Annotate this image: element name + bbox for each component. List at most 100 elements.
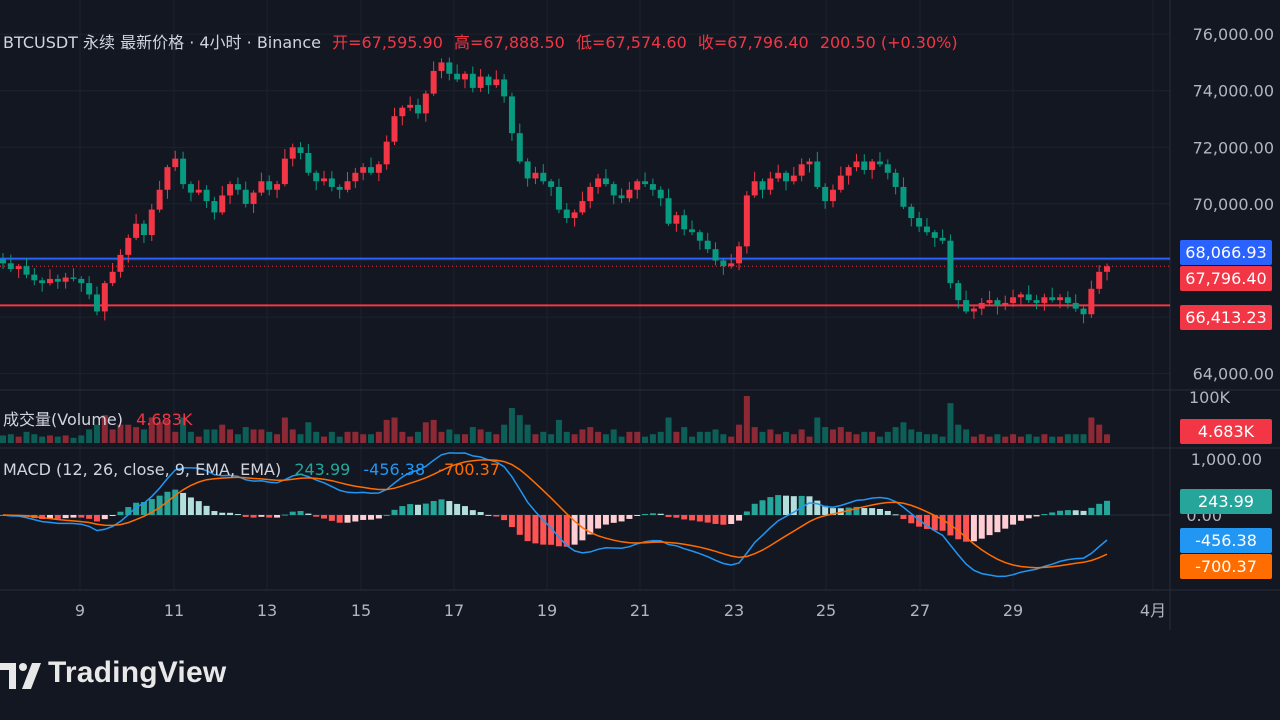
upper-line-price-tag: 68,066.93 xyxy=(1180,240,1272,265)
candle-body xyxy=(0,259,6,264)
chart-area[interactable]: 76,000.00 74,000.00 72,000.00 70,000.00 64,0… xyxy=(0,0,1280,630)
volume-bar xyxy=(46,435,53,443)
macd-histogram-bar xyxy=(133,502,140,515)
volume-bar xyxy=(195,436,202,443)
candle-body xyxy=(469,73,476,88)
macd-histogram-bar xyxy=(391,509,398,515)
candle-body xyxy=(86,283,93,295)
macd-histogram-bar xyxy=(344,515,351,523)
candle-body xyxy=(140,223,147,236)
macd-histogram-bar xyxy=(242,515,249,517)
candle-body xyxy=(642,181,649,185)
volume-bar xyxy=(524,424,531,443)
candle-body xyxy=(634,181,641,190)
volume-bar xyxy=(916,431,923,443)
time-axis-label: 29 xyxy=(1003,601,1023,620)
macd-histogram-bar xyxy=(227,512,234,515)
candle-body xyxy=(759,181,766,190)
price-change: 200.50 (+0.30%) xyxy=(819,33,958,52)
candle-body xyxy=(1002,302,1009,306)
volume-bar xyxy=(947,403,954,443)
candle-body xyxy=(923,226,930,233)
candle-body xyxy=(133,223,140,238)
candlestick-chart[interactable]: 76,000.00 74,000.00 72,000.00 70,000.00 64,0… xyxy=(0,0,1280,630)
volume-bar xyxy=(375,431,382,443)
macd-price-tag: -456.38 xyxy=(1180,528,1272,553)
price-axis-label: 70,000.00 xyxy=(1193,195,1274,214)
volume-bar xyxy=(665,417,672,443)
volume-bar xyxy=(1064,434,1071,443)
volume-bar xyxy=(117,424,124,443)
candle-body xyxy=(477,76,484,88)
candle-body xyxy=(39,280,46,284)
macd-histogram-bar xyxy=(790,496,797,515)
volume-bar xyxy=(579,429,586,443)
candle-body xyxy=(751,181,758,196)
candle-body xyxy=(328,178,335,187)
volume-bar xyxy=(720,434,727,443)
volume-bar xyxy=(955,424,962,443)
macd-histogram-bar xyxy=(532,515,539,544)
macd-histogram-bar xyxy=(555,515,562,547)
candle-body xyxy=(798,164,805,176)
macd-histogram-bar xyxy=(54,515,61,519)
macd-histogram-bar xyxy=(806,496,813,515)
candle-body xyxy=(532,172,539,179)
macd-histogram-bar xyxy=(360,515,367,520)
macd-histogram-bar xyxy=(219,512,226,515)
macd-histogram-bar xyxy=(407,504,414,515)
macd-histogram-bar xyxy=(430,500,437,515)
macd-histogram-bar xyxy=(845,507,852,515)
candle-body xyxy=(845,167,852,176)
candle-body xyxy=(266,181,273,190)
macd-legend-signal: -700.37 xyxy=(438,460,501,479)
macd-histogram-bar xyxy=(101,515,108,520)
volume-bar xyxy=(289,429,296,443)
macd-histogram-bar xyxy=(931,515,938,531)
macd-histogram-bar xyxy=(195,501,202,515)
macd-histogram-bar xyxy=(1049,512,1056,515)
candle-body xyxy=(1049,297,1056,301)
macd-histogram-bar xyxy=(281,514,288,516)
volume-bar xyxy=(728,436,735,443)
candle-body xyxy=(563,209,570,219)
macd-histogram-bar xyxy=(203,505,210,515)
macd-histogram-bar xyxy=(963,515,970,542)
volume-bar xyxy=(861,431,868,443)
volume-bar xyxy=(125,424,132,443)
volume-bar xyxy=(689,436,696,443)
time-axis-label: 21 xyxy=(630,601,650,620)
candle-body xyxy=(681,215,688,230)
volume-bar xyxy=(360,434,367,443)
macd-histogram-bar xyxy=(548,515,555,545)
time-axis-label: 19 xyxy=(537,601,557,620)
volume-bar xyxy=(1049,436,1056,443)
candle-body xyxy=(289,147,296,159)
candle-body xyxy=(446,62,453,74)
volume-bar xyxy=(219,424,226,443)
candle-body xyxy=(454,73,461,80)
time-axis-label: 11 xyxy=(164,601,184,620)
candle-body xyxy=(869,161,876,170)
time-axis-label: 17 xyxy=(444,601,464,620)
volume-bar xyxy=(1002,436,1009,443)
volume-bar xyxy=(23,431,30,443)
candle-body xyxy=(485,76,492,86)
macd-histogram-bar xyxy=(148,499,155,515)
volume-bar xyxy=(203,429,210,443)
volume-bar xyxy=(743,396,750,443)
candle-body xyxy=(806,161,813,165)
macd-histogram-bar xyxy=(783,495,789,515)
volume-bar xyxy=(1010,434,1017,443)
candle-body xyxy=(164,167,171,190)
volume-bar xyxy=(837,427,844,443)
macd-histogram-bar xyxy=(634,515,641,516)
candle-body xyxy=(900,186,907,207)
volume-bar xyxy=(876,436,883,443)
volume-bar xyxy=(610,429,617,443)
candle-body xyxy=(46,278,53,284)
candle-body xyxy=(430,70,437,94)
volume-bar xyxy=(767,429,774,443)
candle-body xyxy=(978,302,985,309)
volume-bar xyxy=(391,417,398,443)
